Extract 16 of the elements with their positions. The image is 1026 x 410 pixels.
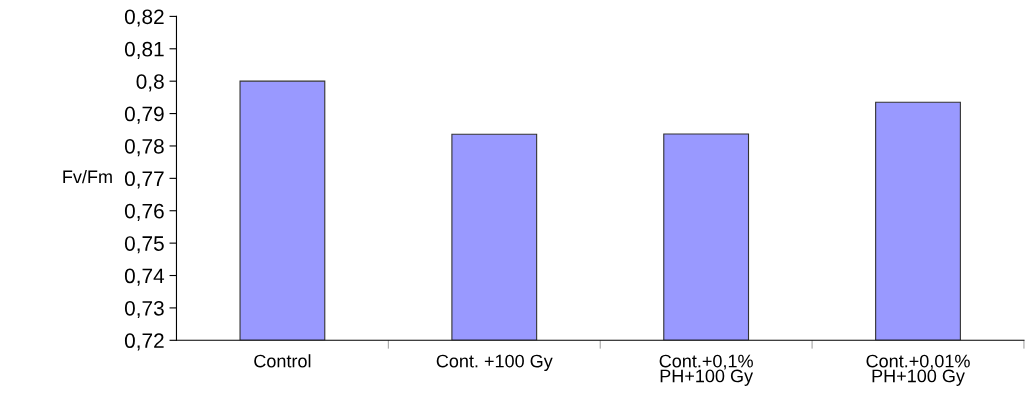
x-tick-label: Cont.+0,1% PH+100 Gy <box>659 354 754 386</box>
y-tick-label: 0,75 <box>124 236 164 254</box>
y-axis-title: Fv/Fm <box>63 169 112 184</box>
y-tick-label: 0,72 <box>124 333 164 351</box>
y-tick-label: 0,81 <box>124 41 164 59</box>
x-tick-label: Cont.+0,01% PH+100 Gy <box>866 354 970 386</box>
y-tick-label: 0,74 <box>124 268 165 286</box>
x-tick-label: Cont. +100 Gy <box>436 354 553 372</box>
y-tick-label: 0,76 <box>124 203 164 221</box>
y-tick-label: 0,77 <box>124 171 164 189</box>
y-tick-label: 0,79 <box>124 106 164 124</box>
y-tick-label: 0,73 <box>124 300 164 319</box>
y-tick-label: 0,78 <box>124 138 164 157</box>
y-tick-label: 0,82 <box>124 9 164 27</box>
y-tick-label: 0,8 <box>136 74 164 92</box>
x-tick-label: Control <box>254 354 311 368</box>
